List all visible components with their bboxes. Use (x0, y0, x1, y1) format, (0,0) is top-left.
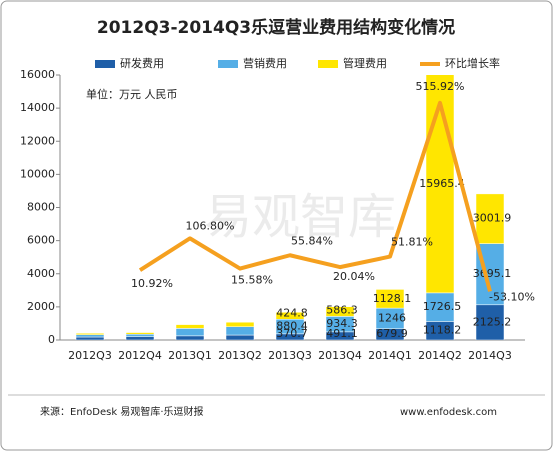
watermark: 易观智库 (204, 189, 396, 245)
x-tick-label: 2013Q2 (218, 349, 262, 362)
legend-label: 管理费用 (343, 56, 387, 70)
data-label: 1128.1 (373, 292, 412, 305)
x-tick-label: 2013Q4 (318, 349, 362, 362)
line-label: 106.80% (186, 219, 235, 232)
legend-label: 研发费用 (120, 56, 164, 70)
y-tick-label: 14000 (20, 101, 55, 114)
data-label: 491.1 (326, 327, 358, 340)
x-tick-label: 2013Q3 (268, 349, 312, 362)
data-label: 2125.2 (473, 315, 512, 328)
data-label: 1726.5 (423, 300, 462, 313)
line-label: 10.92% (131, 277, 173, 290)
data-label: 934.3 (326, 317, 358, 330)
line-label: 55.84% (291, 234, 333, 247)
bar (475, 193, 505, 244)
bar (225, 321, 255, 327)
data-label: 1246 (378, 311, 406, 324)
data-label: 880.4 (276, 320, 308, 333)
bar (425, 292, 455, 322)
y-tick-label: 8000 (27, 201, 55, 214)
bar (125, 332, 155, 335)
legend-swatch (218, 60, 238, 68)
bar (325, 306, 355, 317)
legend-label: 环比增长率 (445, 56, 500, 70)
bar (475, 304, 505, 340)
y-tick-label: 4000 (27, 267, 55, 280)
bar (125, 333, 155, 337)
source: 来源：EnfoDesk 易观智库·乐逗财报 (40, 405, 204, 418)
data-label: 424.8 (276, 306, 308, 319)
bar (75, 334, 105, 338)
y-tick-label: 0 (48, 333, 55, 346)
y-tick-label: 10000 (20, 167, 55, 180)
data-label: 15965.4 (419, 177, 465, 190)
website: www.enfodesk.com (400, 407, 497, 418)
data-label: 586.3 (326, 303, 358, 316)
bar (175, 324, 205, 329)
unit-note: 单位：万元 人民币 (86, 87, 178, 101)
y-tick-label: 12000 (20, 134, 55, 147)
data-label: 679.9 (376, 327, 408, 340)
legend-swatch (318, 60, 338, 68)
line-label: 515.92% (416, 80, 465, 93)
y-tick-label: 6000 (27, 234, 55, 247)
line (138, 100, 492, 292)
bar (125, 336, 155, 340)
data-label: 370.7 (276, 327, 308, 340)
bar (375, 289, 405, 309)
bar (75, 333, 105, 335)
data-label: 3001.9 (473, 212, 512, 225)
x-tick-label: 2014Q1 (368, 349, 412, 362)
x-tick-label: 2014Q3 (468, 349, 512, 362)
x-tick-label: 2012Q4 (118, 349, 162, 362)
x-tick-label: 2014Q2 (418, 349, 462, 362)
y-tick-label: 2000 (27, 300, 55, 313)
bars (75, 75, 505, 340)
bar (175, 328, 205, 337)
legend-swatch (95, 60, 115, 68)
bar (225, 334, 255, 340)
bar (425, 75, 455, 294)
x-tick-label: 2013Q1 (168, 349, 212, 362)
bar (275, 311, 305, 320)
y-tick-label: 16000 (20, 68, 55, 81)
bar (75, 336, 105, 340)
line-label: 20.04% (333, 270, 375, 283)
data-label: 3695.1 (473, 267, 512, 280)
legend-label: 营销费用 (243, 56, 287, 70)
line-label: 15.58% (231, 274, 273, 287)
bar (225, 326, 255, 336)
x-tick-label: 2012Q3 (68, 349, 112, 362)
line-label: -53.10% (489, 290, 535, 303)
bar (175, 335, 205, 340)
line-label: 51.81% (391, 236, 433, 249)
data-label: 1118.2 (423, 324, 462, 337)
chart-title: 2012Q3-2014Q3乐逗营业费用结构变化情况 (97, 17, 455, 38)
